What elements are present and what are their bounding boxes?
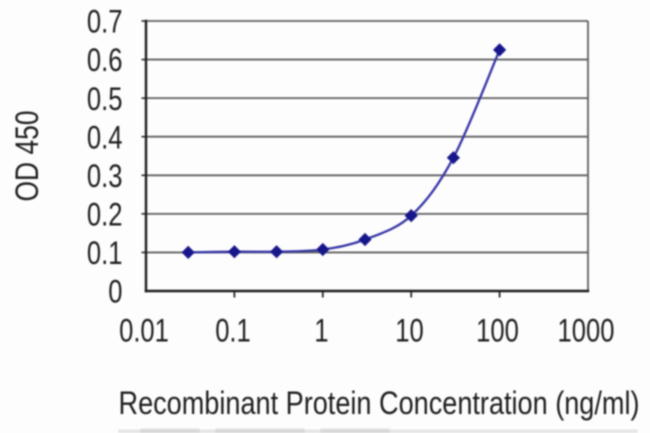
- svg-text:0.01: 0.01: [119, 313, 169, 349]
- svg-text:1000: 1000: [558, 313, 615, 349]
- svg-text:0: 0: [108, 274, 122, 310]
- svg-text:0.2: 0.2: [87, 197, 123, 233]
- svg-text:10: 10: [395, 313, 424, 349]
- svg-text:0.1: 0.1: [215, 313, 251, 349]
- svg-text:Recombinant Protein Concentrat: Recombinant Protein Concentration (ng/ml…: [119, 385, 640, 421]
- svg-text:1: 1: [314, 313, 328, 349]
- svg-text:0.7: 0.7: [87, 4, 123, 40]
- svg-text:0.5: 0.5: [87, 81, 123, 117]
- svg-text:0.1: 0.1: [87, 235, 123, 271]
- svg-text:OD 450: OD 450: [9, 111, 45, 202]
- svg-text:0.4: 0.4: [87, 119, 123, 155]
- svg-text:100: 100: [476, 313, 519, 349]
- svg-text:0.3: 0.3: [87, 158, 123, 194]
- svg-text:0.6: 0.6: [87, 42, 123, 78]
